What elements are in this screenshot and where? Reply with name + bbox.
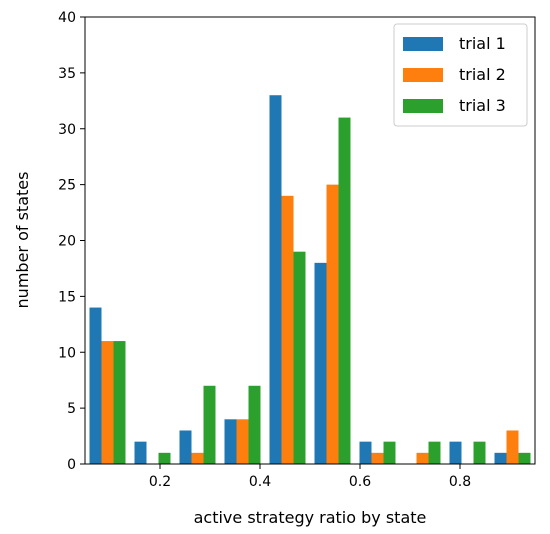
y-tick-label: 10 (58, 345, 76, 361)
bar-trial-3-bin-2 (158, 452, 171, 464)
bar-trial-2-bin-6 (326, 184, 339, 465)
bar-trial-2-bin-3 (191, 452, 204, 464)
bar-trial-2-bin-10 (506, 430, 519, 464)
y-tick-label: 0 (67, 457, 76, 473)
bar-trial-3-bin-8 (428, 441, 441, 464)
bar-trial-1-bin-1 (89, 307, 102, 464)
bar-trial-3-bin-10 (518, 452, 531, 464)
bar-trial-1-bin-3 (179, 430, 192, 464)
bar-trial-1-bin-5 (269, 95, 282, 464)
x-tick-label: 0.6 (349, 474, 371, 490)
y-axis-ticks: 0 5 10 15 20 25 30 35 40 (58, 10, 85, 473)
legend-label-trial-3: trial 3 (459, 96, 506, 115)
bar-trial-1-bin-4 (224, 419, 237, 464)
y-tick-label: 30 (58, 122, 76, 138)
bar-trial-3-bin-6 (338, 117, 351, 464)
y-axis-label: number of states (13, 172, 32, 309)
legend-label-trial-1: trial 1 (459, 34, 506, 53)
legend-swatch-trial-2 (403, 68, 443, 82)
bar-trial-3-bin-1 (113, 341, 126, 464)
bar-trial-3-bin-7 (383, 441, 396, 464)
y-tick-label: 15 (58, 289, 76, 305)
legend-label-trial-2: trial 2 (459, 65, 506, 84)
x-axis-label: active strategy ratio by state (194, 508, 427, 527)
x-axis-ticks: 0.2 0.4 0.6 0.8 (149, 464, 471, 490)
bar-trial-2-bin-1 (101, 341, 114, 464)
legend-swatch-trial-3 (403, 99, 443, 113)
bar-trial-2-bin-7 (371, 452, 384, 464)
x-tick-label: 0.4 (249, 474, 271, 490)
x-tick-label: 0.8 (449, 474, 471, 490)
bar-trial-3-bin-4 (248, 385, 261, 464)
y-tick-label: 5 (67, 401, 76, 417)
bar-trial-2-bin-8 (416, 452, 429, 464)
bar-trial-1-bin-2 (134, 441, 147, 464)
legend-swatch-trial-1 (403, 37, 443, 51)
x-tick-label: 0.2 (149, 474, 171, 490)
y-tick-label: 35 (58, 66, 76, 82)
bars-layer (89, 95, 531, 465)
bar-trial-2-bin-4 (236, 419, 249, 464)
bar-trial-3-bin-5 (293, 251, 306, 464)
bar-trial-3-bin-9 (473, 441, 486, 464)
bar-trial-1-bin-6 (314, 262, 327, 464)
y-tick-label: 40 (58, 10, 76, 26)
bar-trial-1-bin-10 (494, 452, 507, 464)
bar-trial-2-bin-5 (281, 195, 294, 465)
legend-items: trial 1 trial 2 trial 3 (403, 34, 506, 115)
bar-trial-1-bin-7 (359, 441, 372, 464)
bar-trial-1-bin-9 (449, 441, 462, 464)
y-tick-label: 20 (58, 234, 76, 250)
legend: trial 1 trial 2 trial 3 (393, 23, 528, 127)
bar-trial-3-bin-3 (203, 385, 216, 464)
y-tick-label: 25 (58, 178, 76, 194)
